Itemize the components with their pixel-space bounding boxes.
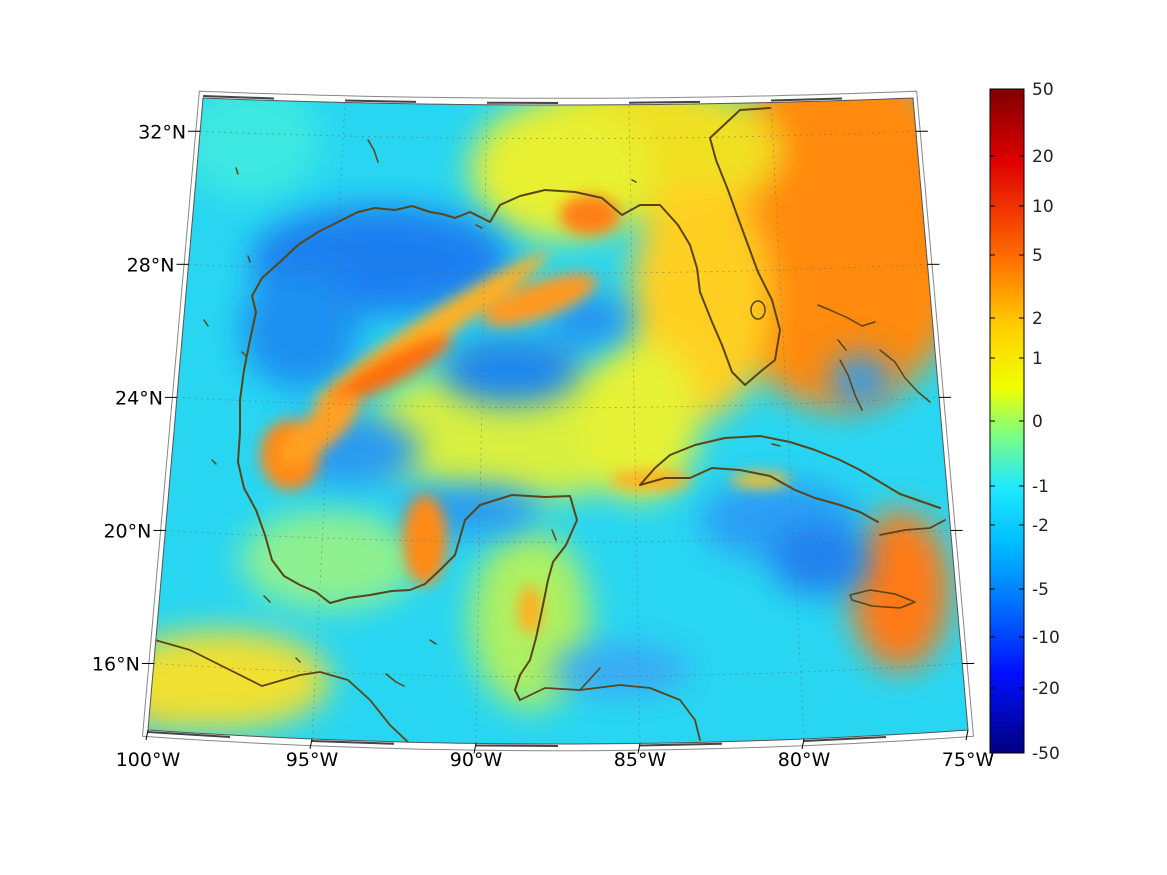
colorbar-tick-label: 50 — [1032, 80, 1054, 100]
colorbar-tick-label: -50 — [1032, 744, 1060, 764]
longitude-tick-label: 75°W — [942, 749, 995, 771]
frame-segment — [311, 739, 395, 745]
colorbar-tick-label: -10 — [1032, 628, 1060, 648]
frame-segment — [770, 97, 843, 102]
meridian-line — [628, 104, 641, 744]
colorbar-tick-label: -2 — [1032, 516, 1049, 536]
lake-okeechobee — [750, 300, 766, 320]
latitude-tick-label: 28°N — [127, 254, 175, 276]
latitude-tick-label: 20°N — [103, 520, 151, 542]
longitude-tick — [801, 738, 805, 750]
data-field — [148, 98, 968, 744]
longitude-tick-label: 95°W — [286, 749, 339, 771]
colorbar-tick-label: 1 — [1032, 349, 1043, 369]
central-america-coastline — [154, 639, 701, 744]
longitude-tick — [145, 729, 149, 741]
colorbar-tick-label: 20 — [1032, 147, 1054, 167]
bahamas-coastline — [817, 304, 931, 411]
colorbar-tick-label: 5 — [1032, 246, 1043, 266]
frame-segment — [639, 742, 723, 747]
coastlines — [154, 107, 946, 744]
frame-outer-band — [141, 90, 975, 752]
hispaniola-coastline — [879, 519, 946, 536]
colorbar-gradient — [989, 88, 1025, 754]
map-frame — [141, 90, 975, 752]
colorbar-tick-label: 2 — [1032, 309, 1043, 329]
latitude-labels: 32°N 28°N 24°N 20°N 16°N — [92, 121, 975, 675]
frame-segment — [803, 736, 887, 742]
latitude-tick-label: 32°N — [138, 121, 186, 143]
colorbar-tick-label: 10 — [1032, 197, 1054, 217]
gulf-coastline — [237, 107, 781, 701]
frame-segment — [628, 100, 701, 104]
jamaica-coastline — [849, 589, 916, 609]
frame-outline — [147, 97, 969, 745]
longitude-tick-label: 90°W — [450, 749, 503, 771]
longitude-tick — [965, 729, 969, 741]
parallel-line — [176, 396, 940, 409]
longitude-labels: 100°W 95°W 90°W 85°W 80°W 75°W — [116, 729, 995, 771]
colorbar-tick-label: -1 — [1032, 477, 1049, 497]
coastal-islands — [203, 139, 781, 691]
meridian-line — [311, 102, 346, 739]
longitude-tick — [637, 743, 641, 754]
parallel-line — [165, 530, 951, 543]
cuba-coastline — [639, 435, 941, 523]
longitude-tick-label: 85°W — [614, 749, 667, 771]
frame-segment — [202, 95, 275, 100]
longitude-tick-label: 80°W — [778, 749, 831, 771]
colorbar-tick-label: -20 — [1032, 679, 1060, 699]
colorbar-tick-label: -5 — [1032, 580, 1049, 600]
latitude-tick-label: 24°N — [115, 387, 163, 409]
frame-segment — [475, 744, 559, 747]
longitude-tick — [309, 738, 313, 750]
latitude-tick-label: 16°N — [92, 653, 140, 675]
longitude-tick — [473, 743, 477, 754]
frame-segment — [147, 731, 231, 739]
colorbar-tick-label: 0 — [1032, 412, 1043, 432]
meridian-line — [475, 104, 488, 744]
frame-segment — [344, 99, 417, 103]
meridian-line — [770, 102, 805, 739]
longitude-tick-label: 100°W — [116, 749, 181, 771]
